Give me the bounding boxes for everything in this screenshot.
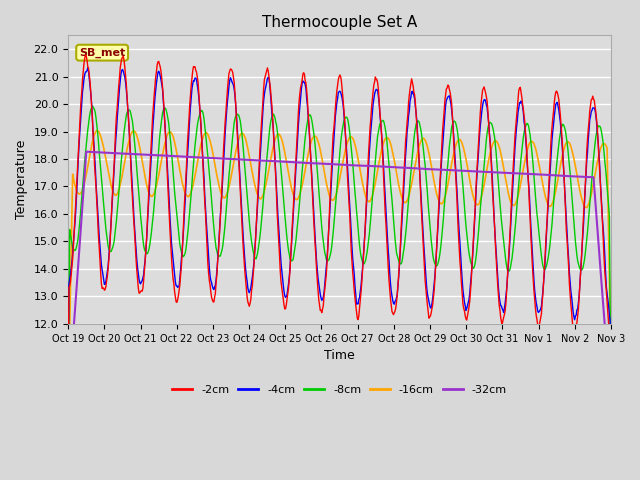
Legend: -2cm, -4cm, -8cm, -16cm, -32cm: -2cm, -4cm, -8cm, -16cm, -32cm — [168, 380, 511, 399]
Text: SB_met: SB_met — [79, 48, 125, 58]
Title: Thermocouple Set A: Thermocouple Set A — [262, 15, 417, 30]
Y-axis label: Temperature: Temperature — [15, 140, 28, 219]
X-axis label: Time: Time — [324, 349, 355, 362]
